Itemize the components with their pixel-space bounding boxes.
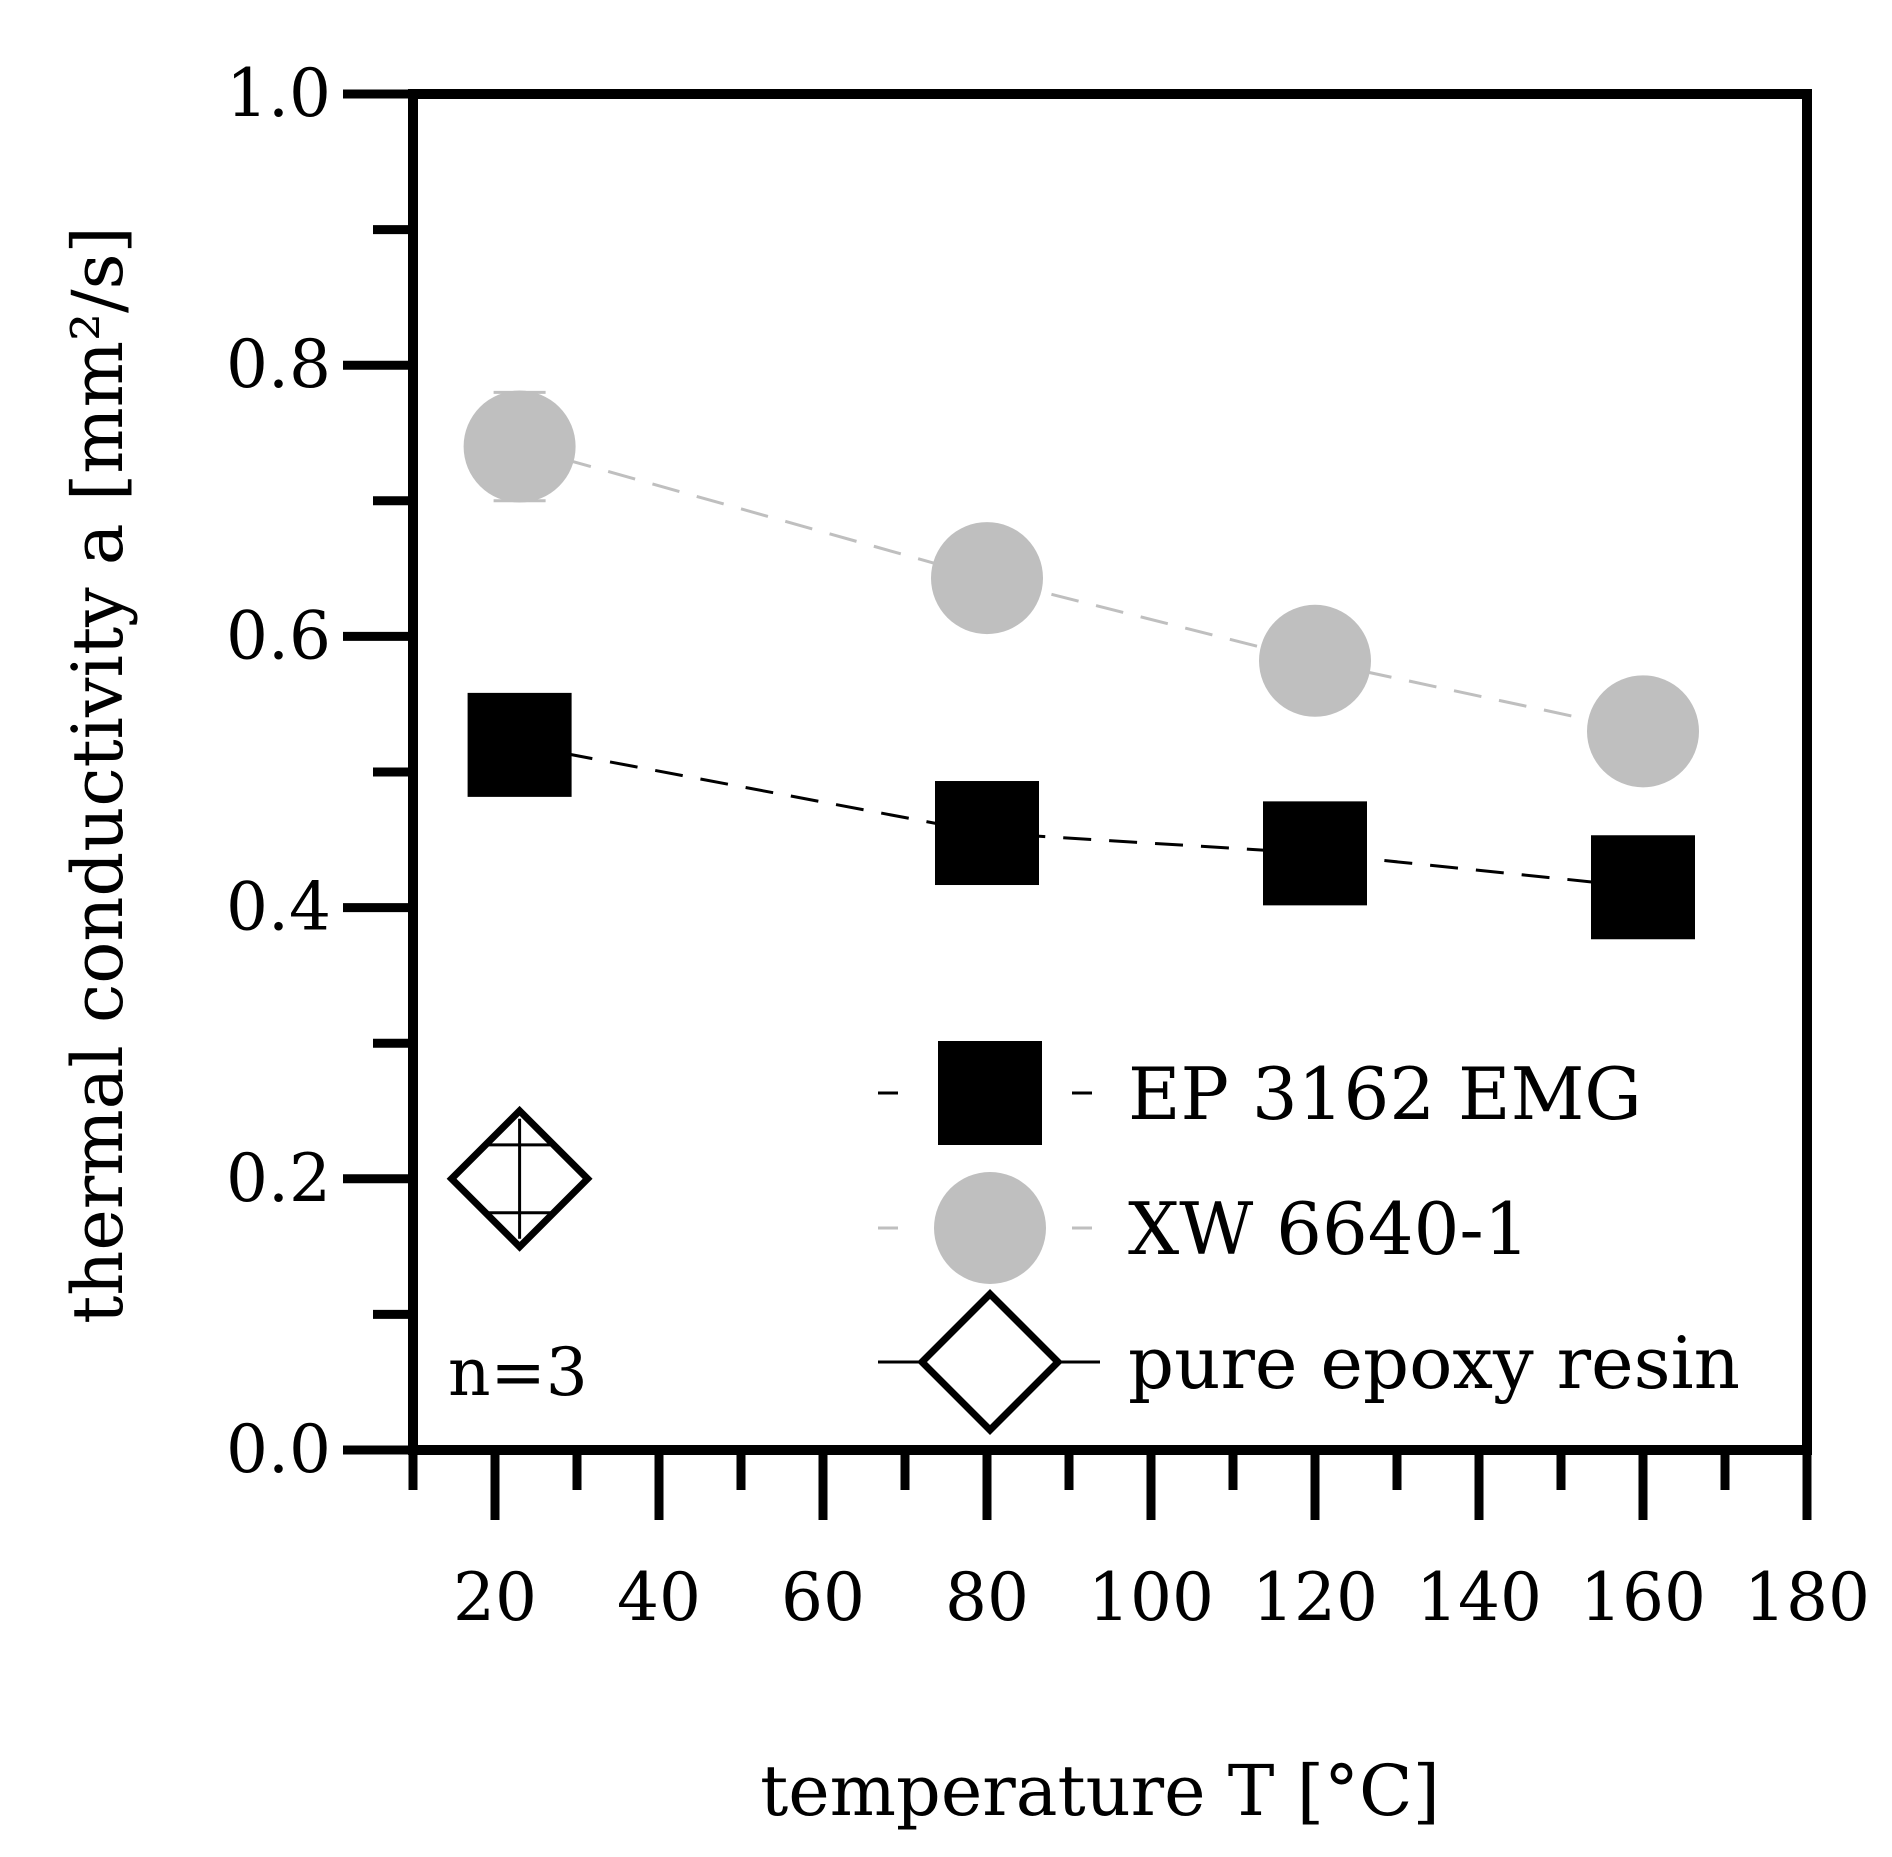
data-point: [1587, 675, 1699, 788]
legend-marker: [938, 1041, 1042, 1145]
data-point: [467, 692, 572, 797]
data-point: [935, 781, 1039, 886]
x-axis-title: temperature T [°C]: [760, 1750, 1440, 1832]
series-line: [519, 445, 1644, 733]
x-tick-label: 20: [453, 1559, 537, 1636]
data-series: [446, 390, 1699, 1252]
data-point: [931, 522, 1043, 635]
y-tick-label: 0.6: [226, 597, 331, 674]
x-tick-label: 100: [1088, 1559, 1214, 1636]
legend-label: EP 3162 EMG: [1128, 1052, 1642, 1136]
y-tick-label: 0.0: [226, 1411, 331, 1488]
legend-entry-2: pure epoxy resin: [878, 1289, 1740, 1435]
legend-marker: [934, 1172, 1046, 1284]
legend-marker: [917, 1289, 1063, 1435]
y-tick-label: 1.0: [226, 55, 331, 132]
legend-entry-1: XW 6640-1: [878, 1172, 1530, 1284]
y-tick-label: 0.2: [226, 1140, 331, 1217]
series-2: [446, 1105, 593, 1252]
series-0: [467, 692, 1695, 940]
x-tick-label: 120: [1252, 1559, 1378, 1636]
x-tick-label: 60: [781, 1559, 865, 1636]
data-point: [1259, 604, 1371, 717]
x-tick-label: 80: [945, 1559, 1029, 1636]
axis-ticks: [343, 89, 1812, 1520]
y-axis-title: thermal conductivity a [mm²/s]: [57, 226, 139, 1324]
axis-tick-labels: 0.0 0.2 0.4 0.6 0.8 1.0 20 40 60 80 100 120 140 160 18…: [226, 55, 1870, 1636]
legend-label: pure epoxy resin: [1128, 1321, 1740, 1405]
y-tick-label: 0.8: [226, 326, 331, 403]
plot-frame-border: [408, 89, 1812, 1455]
legend: EP 3162 EMG XW 6640-1 pure epoxy resin: [878, 1041, 1740, 1435]
data-point: [1591, 835, 1695, 940]
y-tick-label: 0.4: [226, 869, 331, 946]
sample-count-annotation: n=3: [448, 1334, 588, 1411]
x-tick-label: 40: [617, 1559, 701, 1636]
legend-entry-0: EP 3162 EMG: [878, 1041, 1642, 1145]
series-1: [463, 390, 1699, 788]
plot-frame: [408, 89, 1812, 1455]
data-point: [1263, 801, 1367, 906]
x-tick-label: 140: [1416, 1559, 1542, 1636]
x-tick-label: 160: [1580, 1559, 1706, 1636]
series-line: [519, 743, 1644, 889]
data-point: [463, 390, 576, 503]
legend-label: XW 6640-1: [1128, 1187, 1530, 1271]
x-tick-label: 180: [1744, 1559, 1870, 1636]
